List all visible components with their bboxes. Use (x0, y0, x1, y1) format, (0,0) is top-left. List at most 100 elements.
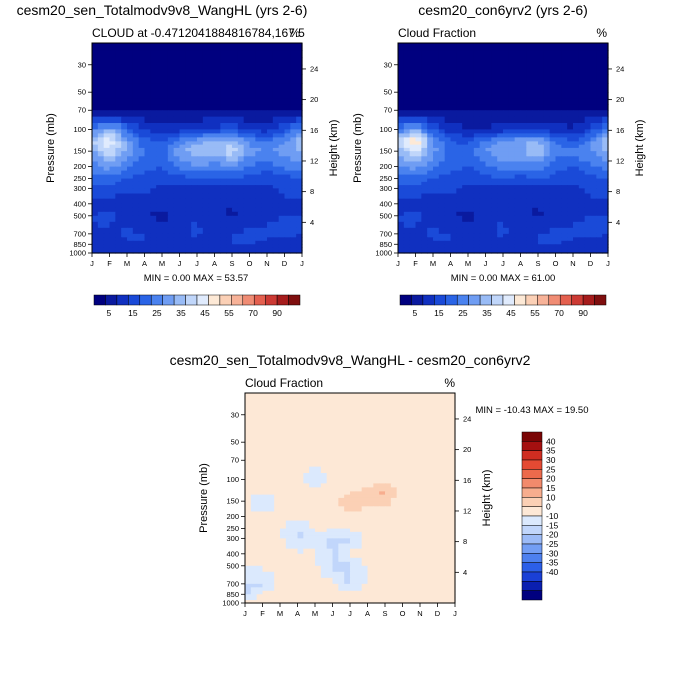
field-cell (92, 215, 99, 223)
field-cell (532, 64, 539, 75)
field-cell (532, 110, 539, 118)
field-cell (220, 57, 227, 66)
field-cell (350, 571, 357, 579)
field-cell (414, 511, 421, 518)
field-cell (415, 73, 422, 84)
field-cell (578, 57, 586, 66)
field-cell (520, 129, 527, 134)
field-cell (214, 129, 221, 134)
field-cell (402, 454, 409, 461)
field-cell (350, 494, 357, 499)
field-cell (245, 571, 252, 579)
field-cell (144, 207, 151, 213)
field-cell (291, 565, 299, 573)
field-cell (261, 144, 268, 149)
field-cell (425, 577, 433, 585)
field-cell (303, 479, 310, 484)
colorbar-label: 55 (530, 308, 540, 318)
x-tick-label: O (247, 259, 253, 268)
field-cell (267, 188, 274, 195)
field-cell (179, 57, 186, 66)
field-cell (532, 166, 539, 172)
field-cell (315, 487, 322, 492)
field-cell (162, 151, 169, 157)
field-cell (497, 116, 504, 124)
field-cell (421, 73, 428, 84)
field-cell (278, 237, 286, 242)
field-cell (138, 161, 146, 168)
field-cell (256, 466, 264, 474)
field-cell (414, 565, 421, 573)
field-cell (390, 600, 398, 604)
field-cell (450, 166, 457, 172)
field-cell (250, 407, 258, 416)
field-cell (584, 144, 592, 149)
field-cell (526, 233, 533, 238)
field-cell (285, 538, 293, 545)
field-cell (268, 583, 275, 588)
field-cell (468, 133, 475, 138)
field-cell (602, 207, 609, 213)
field-cell (92, 73, 99, 84)
field-cell (361, 587, 369, 592)
field-cell (437, 497, 444, 502)
field-cell (549, 250, 557, 254)
field-cell (449, 571, 456, 579)
field-cell (232, 73, 239, 84)
field-cell (250, 433, 258, 443)
field-cell (385, 553, 392, 559)
field-cell (590, 215, 597, 223)
field-cell (379, 423, 386, 434)
x-tick-label: A (142, 259, 147, 268)
field-cell (555, 83, 562, 93)
field-cell (256, 590, 264, 595)
field-cell (296, 188, 303, 195)
field-cell (261, 166, 268, 172)
field-cell (526, 211, 533, 217)
field-cell (144, 43, 151, 51)
field-cell (596, 141, 603, 146)
field-cell (444, 188, 452, 195)
field-cell (479, 181, 487, 186)
field-cell (473, 123, 481, 130)
field-cell (173, 174, 181, 180)
field-cell (208, 221, 216, 229)
field-cell (284, 237, 291, 242)
field-cell (508, 137, 516, 142)
field-cell (243, 156, 251, 163)
field-cell (109, 92, 116, 99)
field-cell (578, 215, 586, 223)
field-cell (173, 178, 181, 183)
field-cell (555, 193, 562, 200)
field-cell (438, 211, 446, 217)
field-cell (115, 170, 122, 176)
field-cell (449, 501, 456, 507)
field-cell (350, 535, 357, 539)
field-cell (250, 535, 258, 539)
field-cell (297, 494, 304, 499)
field-cell (109, 166, 116, 172)
field-cell (255, 156, 262, 163)
field-cell (109, 137, 116, 142)
field-cell (255, 233, 262, 238)
field-cell (280, 571, 287, 579)
field-cell (226, 215, 233, 223)
field-cell (555, 133, 562, 138)
field-cell (202, 110, 210, 118)
field-cell (274, 577, 281, 585)
field-cell (280, 393, 287, 401)
field-cell (367, 561, 374, 567)
field-cell (437, 491, 444, 496)
field-cell (197, 133, 204, 138)
field-cell (320, 590, 328, 595)
field-cell (409, 116, 417, 124)
field-cell (332, 511, 339, 518)
field-cell (497, 161, 504, 168)
field-cell (438, 64, 446, 75)
field-cell (237, 64, 245, 75)
field-cell (237, 178, 245, 183)
field-cell (220, 178, 227, 183)
field-cell (274, 548, 281, 555)
field-cell (443, 535, 450, 539)
field-cell (262, 511, 269, 518)
